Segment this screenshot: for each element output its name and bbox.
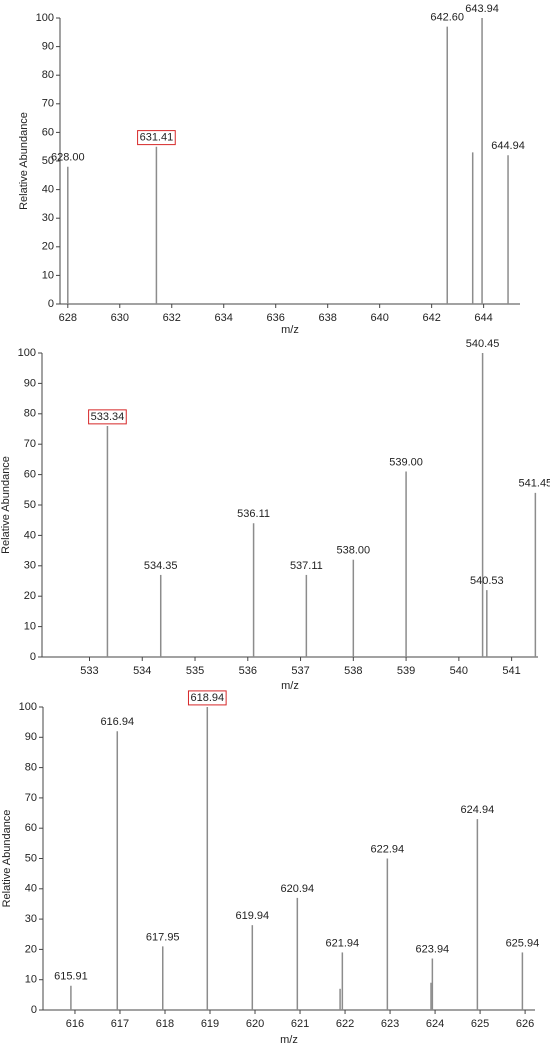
peak-label: 540.45 — [466, 338, 500, 350]
x-tick-label: 617 — [111, 1018, 129, 1030]
y-tick-label: 70 — [24, 438, 36, 450]
y-axis-label: Relative Abundance — [0, 456, 12, 554]
x-tick-label: 535 — [186, 665, 204, 677]
y-tick-label: 40 — [25, 883, 37, 895]
y-tick-label: 20 — [42, 241, 54, 253]
x-tick-label: 638 — [319, 312, 337, 324]
x-tick-label: 636 — [267, 312, 285, 324]
peak-label: 620.94 — [280, 883, 314, 895]
y-tick-label: 100 — [19, 701, 37, 713]
x-tick-label: 622 — [336, 1018, 354, 1030]
x-axis-label: m/z — [280, 1034, 298, 1046]
y-tick-label: 100 — [18, 347, 36, 359]
x-tick-label: 625 — [471, 1018, 489, 1030]
y-tick-label: 70 — [25, 792, 37, 804]
x-tick-label: 541 — [502, 665, 520, 677]
y-tick-label: 0 — [48, 298, 54, 310]
y-tick-label: 0 — [31, 1004, 37, 1016]
x-axis-label: m/z — [281, 680, 299, 692]
y-tick-label: 40 — [42, 184, 54, 196]
peak-label: 617.95 — [146, 931, 180, 943]
peak-label: 619.94 — [235, 910, 269, 922]
x-tick-label: 533 — [80, 665, 98, 677]
peak-label: 642.60 — [430, 11, 464, 23]
peak-label: 541.45 — [519, 478, 550, 490]
peak-label: 539.00 — [389, 456, 423, 468]
peak-label: 623.94 — [416, 943, 450, 955]
x-tick-label: 618 — [156, 1018, 174, 1030]
peak-label: 631.41 — [140, 132, 174, 144]
y-axis-label: Relative Abundance — [1, 810, 13, 908]
y-tick-label: 60 — [42, 126, 54, 138]
y-tick-label: 10 — [42, 269, 54, 281]
x-tick-label: 634 — [215, 312, 233, 324]
x-tick-label: 534 — [133, 665, 151, 677]
y-tick-label: 30 — [24, 560, 36, 572]
y-tick-label: 50 — [24, 499, 36, 511]
peak-label: 533.34 — [91, 411, 125, 423]
peak-label: 628.00 — [51, 152, 85, 164]
peak-label: 537.11 — [290, 560, 323, 572]
y-tick-label: 70 — [42, 98, 54, 110]
y-tick-label: 0 — [30, 651, 36, 663]
y-tick-label: 60 — [25, 822, 37, 834]
y-tick-label: 80 — [42, 69, 54, 81]
y-tick-label: 20 — [25, 943, 37, 955]
peak-label: 625.94 — [506, 937, 540, 949]
peak-label: 616.94 — [100, 716, 134, 728]
y-tick-label: 100 — [36, 12, 54, 24]
x-tick-label: 628 — [59, 312, 77, 324]
y-tick-label: 80 — [24, 408, 36, 420]
x-tick-label: 536 — [239, 665, 257, 677]
y-axis-label: Relative Abundance — [18, 112, 30, 210]
peak-label: 538.00 — [336, 545, 370, 557]
x-tick-label: 540 — [450, 665, 468, 677]
y-tick-label: 50 — [42, 155, 54, 167]
peak-label: 622.94 — [371, 843, 405, 855]
peak-label: 624.94 — [461, 804, 495, 816]
x-tick-label: 624 — [426, 1018, 444, 1030]
y-tick-label: 30 — [42, 212, 54, 224]
peak-label: 618.94 — [190, 692, 224, 704]
x-tick-label: 642 — [422, 312, 440, 324]
y-tick-label: 30 — [25, 913, 37, 925]
y-tick-label: 90 — [24, 377, 36, 389]
highlight-box — [187, 690, 227, 706]
x-tick-label: 644 — [474, 312, 492, 324]
y-tick-label: 80 — [25, 762, 37, 774]
x-tick-label: 539 — [397, 665, 415, 677]
x-tick-label: 620 — [246, 1018, 264, 1030]
x-tick-label: 616 — [66, 1018, 84, 1030]
y-tick-label: 10 — [24, 621, 36, 633]
y-tick-label: 90 — [25, 731, 37, 743]
peak-label: 615.91 — [54, 971, 88, 983]
x-tick-label: 537 — [291, 665, 309, 677]
peak-label: 621.94 — [326, 937, 360, 949]
y-tick-label: 60 — [24, 469, 36, 481]
x-tick-label: 619 — [201, 1018, 219, 1030]
peak-label: 534.35 — [144, 560, 178, 572]
y-tick-label: 50 — [25, 852, 37, 864]
x-tick-label: 640 — [370, 312, 388, 324]
x-axis-label: m/z — [281, 324, 299, 336]
y-tick-label: 10 — [25, 974, 37, 986]
y-tick-label: 40 — [24, 529, 36, 541]
x-tick-label: 626 — [516, 1018, 534, 1030]
peak-label: 643.94 — [465, 3, 499, 15]
peak-label: 644.94 — [491, 140, 525, 152]
x-tick-label: 538 — [344, 665, 362, 677]
highlight-box — [137, 130, 176, 146]
highlight-box — [88, 409, 127, 425]
peak-label: 536.11 — [237, 508, 270, 520]
x-tick-label: 623 — [381, 1018, 399, 1030]
peak-label: 540.53 — [470, 575, 504, 587]
y-tick-label: 20 — [24, 590, 36, 602]
x-tick-label: 621 — [291, 1018, 309, 1030]
y-tick-label: 90 — [42, 41, 54, 53]
x-tick-label: 630 — [111, 312, 129, 324]
x-tick-label: 632 — [163, 312, 181, 324]
